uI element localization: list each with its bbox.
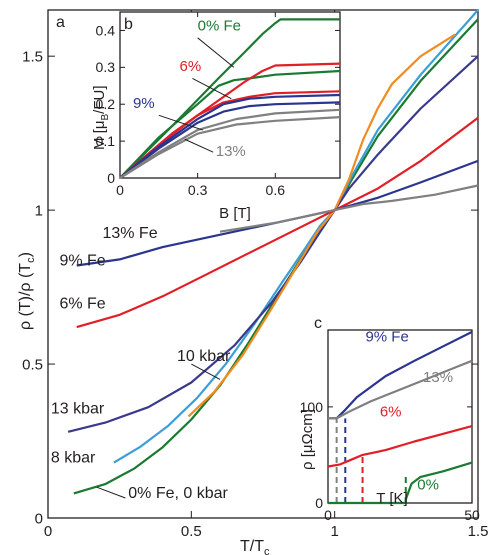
series-line-0--3 — [328, 461, 473, 505]
annotation-c-9-fe: 9% Fe — [365, 329, 408, 346]
series-line-8-kbar-1 — [113, 9, 479, 464]
y-tick-label-b-3: 0.3 — [96, 59, 116, 75]
x-axis-label-subscript-a: c — [264, 546, 270, 555]
y-axis-label-b: M [μB/FU] — [91, 86, 111, 151]
x-tick-label-a-1: 0.5 — [181, 523, 202, 540]
annotation-c-13-: 13% — [423, 369, 453, 386]
y-axis-label-close-b: /FU] — [91, 86, 108, 114]
annotation-a-10-kbar: 10 kbar — [177, 348, 231, 365]
annotation-a-9-fe: 9% Fe — [59, 253, 105, 270]
series-line-13--6 — [119, 108, 341, 179]
x-tick-label-b-2: 0.6 — [266, 182, 286, 198]
x-tick-label-c-1: 50 — [464, 507, 480, 523]
annotation-pointer-6-b — [192, 77, 232, 100]
series-line-6-fe-4 — [76, 116, 479, 329]
y-axis-label-c: ρ [μΩcm] — [299, 409, 316, 470]
annotation-b-13-: 13% — [216, 143, 246, 160]
annotation-b-9-: 9% — [133, 95, 155, 112]
y-axis-label-subscript-a: c — [25, 257, 37, 263]
panel-c: 0 50 0 100 9% Fe 13% 6% 0% T [K] ρ [μΩcm] c — [299, 315, 480, 523]
annotation-a-6-fe: 6% Fe — [59, 296, 105, 313]
annotation-pointer-0-fe — [96, 486, 126, 499]
x-tick-label-a-2: 1 — [330, 523, 338, 540]
x-tick-label-b-0: 0 — [116, 182, 124, 198]
annotation-c-0-: 0% — [417, 477, 439, 494]
annotation-b-6-: 6% — [180, 58, 202, 75]
y-tick-label-c-1: 100 — [300, 399, 324, 415]
annotation-a-0-fe-0-kbar: 0% Fe, 0 kbar — [128, 485, 228, 502]
plot-area-c — [328, 330, 472, 503]
series-line-6--2 — [327, 425, 473, 468]
y-axis-label-subscript-b: B — [100, 114, 111, 121]
series-line-9--5 — [119, 101, 341, 179]
series-line-13--1 — [328, 359, 473, 420]
panel-label-a: a — [56, 14, 65, 31]
y-tick-label-b-1: 0.1 — [96, 133, 116, 149]
y-axis-label-a: ρ (T)/ρ (Tc) — [17, 252, 37, 330]
x-tick-label-c-0: 0 — [324, 507, 332, 523]
series-line-9--4 — [119, 93, 341, 179]
series-line-13--7 — [119, 116, 341, 179]
x-axis-label-a: T/Tc — [240, 538, 270, 555]
annotation-pointer-13-b — [184, 138, 214, 153]
series-line-13-fe-6 — [219, 184, 479, 233]
x-axis-label-c: T [K] — [376, 490, 407, 507]
y-tick-label-b-0: 0 — [107, 170, 115, 186]
annotation-a-13-fe: 13% Fe — [102, 225, 157, 242]
panel-label-c: c — [314, 315, 322, 332]
y-tick-label-a-0: 0 — [35, 510, 43, 527]
y-tick-label-c-0: 0 — [315, 495, 323, 511]
panel-b: 0 0.3 0.6 0 0.1 0.2 0.3 0.4 0% Fe 6% 9% 13% B [T] M [… — [91, 11, 341, 222]
x-axis-label-b: B [T] — [219, 205, 251, 222]
y-tick-label-b-2: 0.2 — [96, 96, 116, 112]
annotation-a-13-kbar: 13 kbar — [51, 400, 105, 417]
annotation-b-0-fe: 0% Fe — [198, 17, 241, 34]
axes-frame-a — [47, 9, 479, 519]
y-tick-label-a-3: 1.5 — [22, 48, 43, 65]
y-axis-label-close-a: ) — [17, 252, 34, 257]
x-tick-label-b-1: 0.3 — [188, 182, 208, 198]
x-tick-label-a-0: 0 — [44, 523, 52, 540]
y-tick-label-a-2: 1 — [35, 202, 43, 219]
annotation-pointer-9-b — [158, 114, 203, 131]
annotation-pointer-10-kbar — [191, 363, 221, 380]
x-tick-label-a-3: 1.5 — [468, 523, 489, 540]
panel-a: 0 0.5 1 1.5 0 0.5 1 1.5 13% Fe 9% Fe 6% Fe 10 kbar 1… — [17, 9, 489, 555]
panel-label-b: b — [124, 16, 133, 33]
annotation-a-8-kbar: 8 kbar — [51, 450, 96, 467]
annotation-c-6-: 6% — [380, 404, 402, 421]
series-line-0-fe-1 — [119, 69, 341, 179]
annotation-pointer-0-fe-b — [197, 37, 235, 68]
y-tick-label-b-4: 0.4 — [96, 22, 116, 38]
y-tick-label-a-1: 0.5 — [22, 356, 43, 373]
series-line-6--3 — [119, 90, 341, 179]
